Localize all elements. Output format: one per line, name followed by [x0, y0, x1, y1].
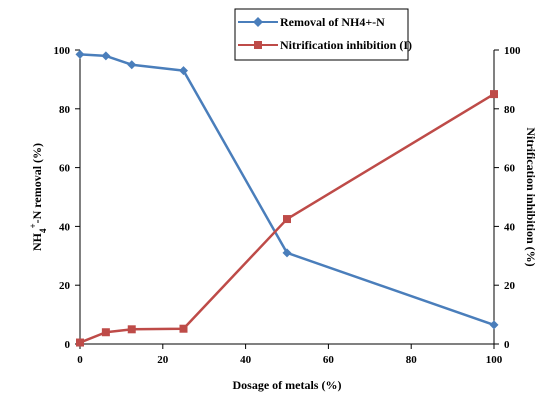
x-tick-label: 40: [240, 354, 252, 366]
y-left-tick-label: 40: [59, 221, 71, 233]
data-point-inhibition: [490, 90, 498, 99]
data-point-inhibition: [76, 338, 84, 347]
y-right-tick-label: 60: [504, 163, 516, 175]
legend-marker-removal: [253, 17, 263, 27]
series-line-inhibition: [79, 93, 495, 344]
y-left-tick-label: 20: [59, 280, 71, 292]
x-tick-label: 100: [486, 354, 503, 366]
data-point-removal: [179, 66, 188, 76]
y-right-tick-label: 0: [504, 339, 510, 351]
data-point-removal: [489, 320, 499, 330]
x-tick-label: 80: [406, 354, 418, 366]
y-right-tick-label: 80: [504, 104, 516, 116]
data-point-inhibition: [127, 325, 136, 334]
y-axis-right-title: Nitrification inhibition (%): [524, 127, 538, 266]
data-point-inhibition: [283, 215, 291, 224]
series-layer: [75, 49, 499, 347]
y-left-tick-label: 60: [59, 163, 71, 175]
y-axis-left-title: NH4+-N removal (%): [28, 143, 48, 251]
y-left-tick-label: 0: [65, 339, 71, 351]
data-point-removal: [282, 248, 292, 258]
y-left-tick-label: 80: [59, 104, 71, 116]
data-point-removal: [127, 60, 137, 70]
x-tick-label: 0: [77, 354, 83, 366]
legend-label-removal: Removal of NH4+-N: [280, 15, 385, 29]
y-right-tick-label: 40: [504, 221, 516, 233]
y-right-tick-label: 100: [504, 45, 521, 57]
x-tick-label: 20: [157, 354, 169, 366]
data-point-inhibition: [101, 328, 110, 337]
legend-marker-inhibition: [254, 41, 262, 49]
legend: Removal of NH4+-N Nitrification inhibiti…: [234, 8, 412, 61]
x-axis-title: Dosage of metals (%): [233, 378, 342, 392]
legend-label-inhibition: Nitrification inhibition (I): [280, 38, 412, 52]
y-left-tick-label: 100: [54, 45, 71, 57]
data-point-inhibition: [179, 324, 188, 333]
series-line-removal: [79, 53, 495, 327]
y-right-tick-label: 20: [504, 280, 516, 292]
data-point-removal: [101, 51, 111, 61]
x-tick-label: 60: [323, 354, 335, 366]
legend-box: [234, 8, 409, 61]
data-point-removal: [75, 49, 85, 59]
